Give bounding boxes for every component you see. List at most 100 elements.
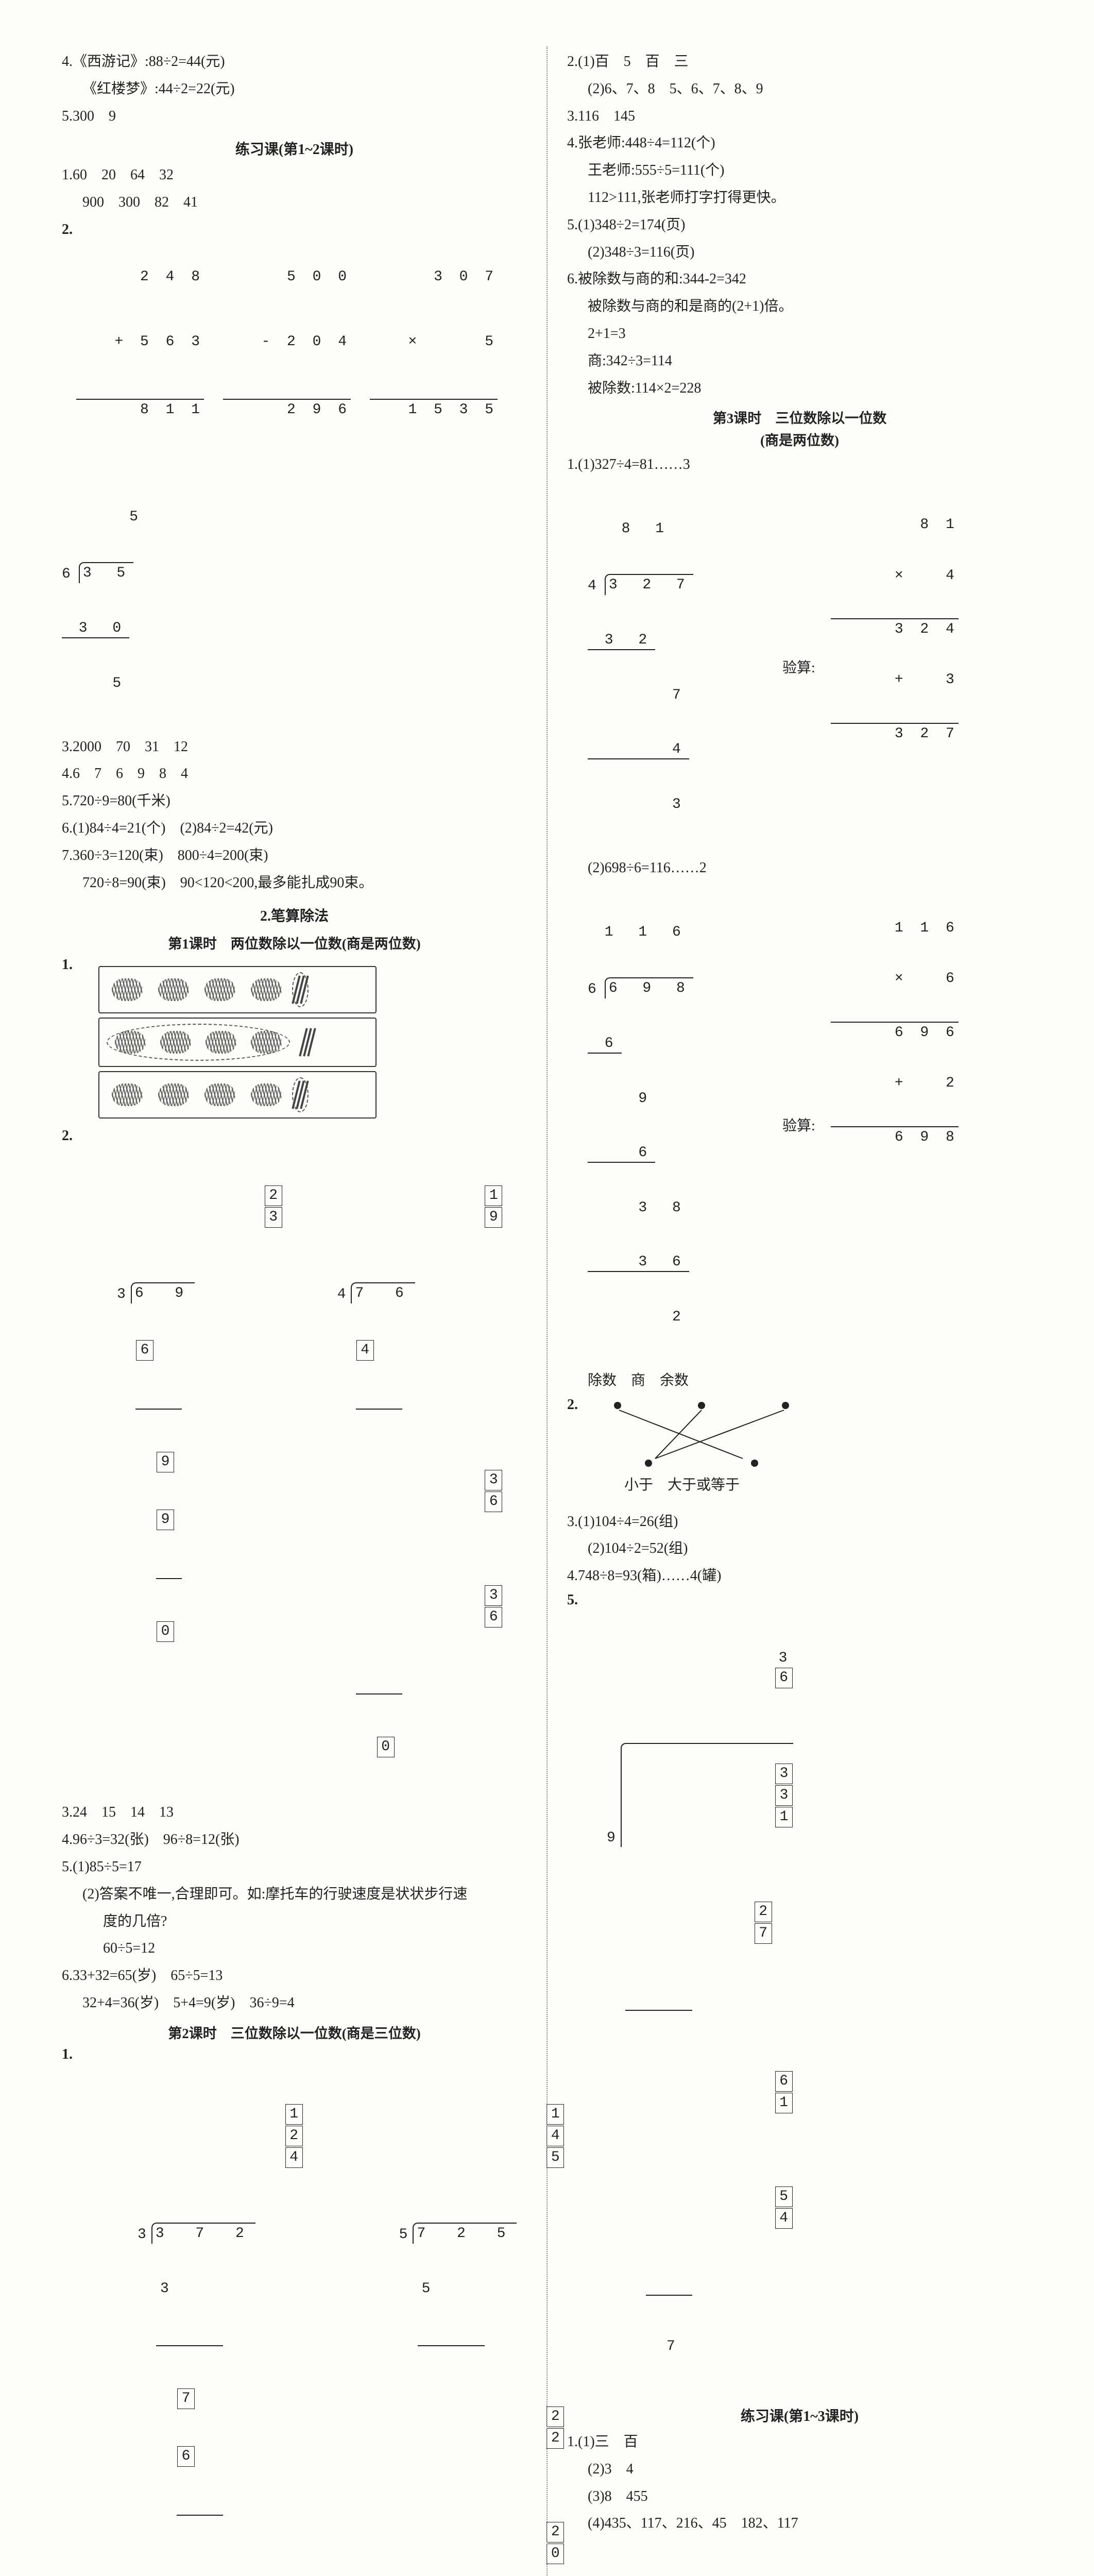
text-line: 32+4=36(岁) 5+4=9(岁) 36÷9=4 bbox=[82, 1992, 527, 2015]
bundle-row bbox=[98, 966, 377, 1013]
check-label: 验算: bbox=[782, 656, 815, 677]
long-division-boxed: 1 9 4 7 6 4 3 6 3 6 bbox=[334, 1131, 503, 1794]
long-division-boxed: 2 3 3 6 9 6 9 9 0 bbox=[114, 1131, 283, 1679]
text-line: 6.33+32=65(岁) 65÷5=13 bbox=[62, 1964, 527, 1988]
question-number: 5. bbox=[567, 1592, 578, 1608]
text-line: (2)348÷3=116(页) bbox=[588, 241, 1032, 264]
text-line: 2.(1)百 5 百 三 bbox=[567, 50, 1032, 74]
stick-bundle-icon bbox=[246, 974, 287, 1005]
column-labels: 除数 商 余数 bbox=[588, 1369, 1032, 1393]
long-division-boxed: 3 6 9 3 3 1 2 7 bbox=[604, 1595, 793, 2392]
text-line: 3.2000 70 31 12 bbox=[62, 736, 527, 759]
text-line: 2+1=3 bbox=[588, 323, 1032, 346]
right-column: 2.(1)百 5 百 三 (2)6、7、8 5、6、7、8、9 3.116 14… bbox=[567, 46, 1032, 2576]
stick-bundle-icon bbox=[246, 1079, 287, 1110]
text-line: 4.6 7 6 9 8 4 bbox=[62, 762, 527, 786]
question-1-illustration: 1. bbox=[62, 957, 527, 1128]
text-line: (2)答案不唯一,合理即可。如:摩托车的行驶速度是状状步行速 bbox=[82, 1883, 527, 1906]
text-line: 王老师:555÷5=111(个) bbox=[588, 159, 1032, 182]
question-1-longdiv: 1. 1 2 4 3 3 7 2 3 7 6 bbox=[62, 2046, 527, 2576]
longdiv-with-check: 8 1 4 3 2 7 3 2 7 4 3 验算: 8 1 × 4 3 bbox=[588, 481, 1032, 853]
subtraction-vertical: 5 0 0 - 2 0 4 2 9 6 bbox=[223, 222, 351, 466]
longdiv-with-check: 1 1 6 6 6 9 8 6 9 6 3 8 3 6 2 验算: 1 1 6 bbox=[588, 884, 1032, 1365]
section-heading: 练习课(第1~2课时) bbox=[62, 138, 527, 159]
text-line: 4.张老师:448÷4=112(个) bbox=[567, 132, 1032, 155]
text-line: 7.360÷3=120(束) 800÷4=200(束) bbox=[62, 844, 527, 868]
text-line: 60÷5=12 bbox=[103, 1937, 527, 1960]
lesson-heading: 第2课时 三位数除以一位数(商是三位数) bbox=[62, 2022, 527, 2042]
text-line: (2)3 4 bbox=[588, 2458, 1032, 2481]
dot-icon bbox=[614, 1402, 621, 1409]
stick-bundle-icon bbox=[107, 1079, 148, 1110]
dot-icon bbox=[751, 1460, 758, 1467]
text-line: 5.300 9 bbox=[62, 105, 527, 128]
text-line: 1.(1)三 百 bbox=[567, 2431, 1032, 2454]
text-line: 被除数与商的和是商的(2+1)倍。 bbox=[588, 295, 1032, 318]
lesson-heading: 第1课时 两位数除以一位数(商是两位数) bbox=[62, 933, 527, 953]
long-division-boxed: 1 2 4 3 3 7 2 3 7 6 1 2 bbox=[134, 2049, 324, 2576]
text-line: 商:342÷3=114 bbox=[588, 350, 1032, 373]
stick-bundle-icon bbox=[153, 1079, 194, 1110]
question-number: 2. bbox=[62, 1128, 73, 1144]
grouped-bundles-icon bbox=[107, 1024, 290, 1061]
loose-sticks-icon bbox=[292, 972, 309, 1007]
bundle-row bbox=[98, 1018, 377, 1067]
matching-diagram: 小于 大于或等于 bbox=[604, 1402, 799, 1504]
text-line: 5.720÷9=80(千米) bbox=[62, 790, 527, 813]
text-line: 3.24 15 14 13 bbox=[62, 1801, 527, 1824]
text-line: 4.96÷3=32(张) 96÷8=12(张) bbox=[62, 1828, 527, 1852]
matching-bottom-labels: 小于 大于或等于 bbox=[604, 1471, 799, 1500]
text-line: 720÷8=90(束) 90<120<200,最多能扎成90束。 bbox=[82, 872, 527, 895]
long-division: 1 1 6 6 6 9 8 6 9 6 3 8 3 6 2 bbox=[588, 887, 757, 1362]
long-division: 5 6 3 5 3 0 5 bbox=[62, 472, 231, 728]
question-number: 2. bbox=[567, 1397, 578, 1413]
stick-bundle-icon bbox=[199, 1079, 241, 1110]
lesson-heading: 第3课时 三位数除以一位数 bbox=[567, 407, 1032, 427]
stick-bundle-icon bbox=[199, 974, 241, 1005]
section-heading: 2.笔算除法 bbox=[62, 905, 527, 925]
loose-sticks-icon bbox=[295, 1028, 320, 1057]
matching-question: 2. 小于 大于或等于 bbox=[567, 1397, 1032, 1506]
section-heading: 练习课(第1~3课时) bbox=[567, 2405, 1032, 2426]
stick-bundle-icon bbox=[153, 974, 194, 1005]
text-line: 6.(1)84÷4=21(个) (2)84÷2=42(元) bbox=[62, 817, 527, 840]
bundle-diagram bbox=[98, 962, 377, 1123]
column-divider bbox=[546, 46, 548, 2576]
left-column: 4.《西游记》:88÷2=44(元) 《红楼梦》:44÷2=22(元) 5.30… bbox=[62, 46, 527, 2576]
text-line: 6.被除数与商的和:344-2=342 bbox=[567, 268, 1032, 291]
text-line: 5.(1)85÷5=17 bbox=[62, 1856, 527, 1879]
question-number: 2. bbox=[62, 222, 73, 238]
text-line: 112>111,张老师打字打得更快。 bbox=[588, 187, 1032, 210]
text-line: (2)104÷2=52(组) bbox=[588, 1537, 1032, 1561]
text-line: 3.116 145 bbox=[567, 105, 1032, 128]
arith-row: 2. 2 4 8 + 5 6 3 8 1 1 5 0 0 - 2 0 4 2 9… bbox=[62, 218, 527, 732]
question-number: 1. bbox=[62, 957, 73, 973]
long-division: 8 1 4 3 2 7 3 2 7 4 3 bbox=[588, 484, 757, 850]
text-line: (2)6、7、8 5、6、7、8、9 bbox=[588, 78, 1032, 101]
multiplication-check: 8 1 × 4 3 2 4 + 3 3 2 7 bbox=[831, 484, 959, 775]
dot-icon bbox=[782, 1402, 789, 1409]
text-line: 度的几倍? bbox=[103, 1910, 527, 1934]
text-line: 1.60 20 64 32 bbox=[62, 164, 527, 187]
stick-bundle-icon bbox=[107, 974, 148, 1005]
text-line: 被除数:114×2=228 bbox=[588, 377, 1032, 400]
text-line: 4.748÷8=93(箱)……4(罐) bbox=[567, 1565, 1032, 1588]
text-line: 5.(1)348÷2=174(页) bbox=[567, 214, 1032, 237]
text-line: 900 300 82 41 bbox=[82, 191, 527, 214]
multiplication-check: 1 1 6 × 6 6 9 6 + 2 6 9 8 bbox=[831, 887, 959, 1179]
text-line: 4.《西游记》:88÷2=44(元) bbox=[62, 50, 527, 74]
text-line: 1.(1)327÷4=81……3 bbox=[567, 453, 1032, 477]
dot-icon bbox=[698, 1402, 705, 1409]
addition-vertical: 2 4 8 + 5 6 3 8 1 1 bbox=[76, 222, 204, 466]
question-2-longdiv: 2. 2 3 3 6 9 6 9 9 0 bbox=[62, 1128, 527, 1797]
page: 4.《西游记》:88÷2=44(元) 《红楼梦》:44÷2=22(元) 5.30… bbox=[0, 0, 1094, 2576]
text-line: 《红楼梦》:44÷2=22(元) bbox=[82, 78, 527, 101]
text-line: (4)435、117、216、45 182、117 bbox=[588, 2512, 1032, 2535]
multiplication-vertical: 3 0 7 × 5 1 5 3 5 bbox=[370, 222, 498, 466]
text-line: 3.(1)104÷4=26(组) bbox=[567, 1511, 1032, 1534]
text-line: (2)698÷6=116……2 bbox=[588, 857, 1032, 880]
loose-sticks-icon bbox=[292, 1077, 309, 1112]
two-column-layout: 4.《西游记》:88÷2=44(元) 《红楼梦》:44÷2=22(元) 5.30… bbox=[62, 46, 1032, 2576]
check-label: 验算: bbox=[782, 1114, 815, 1135]
text-line: (3)8 455 bbox=[588, 2485, 1032, 2509]
